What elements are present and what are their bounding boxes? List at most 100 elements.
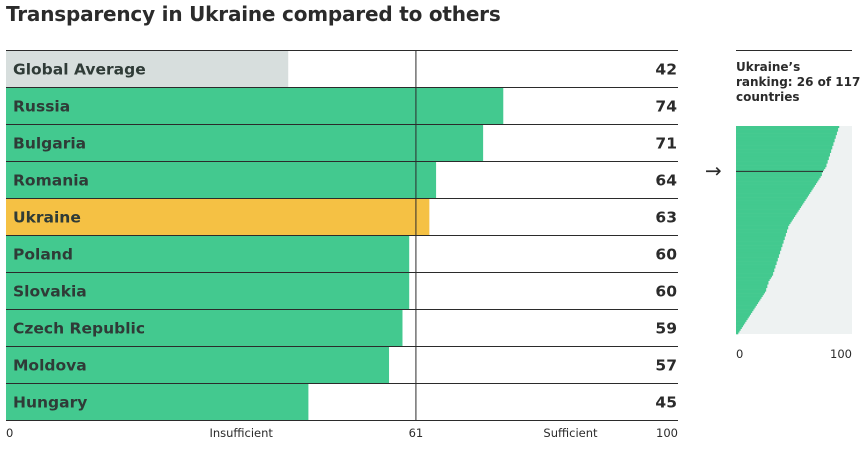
ranking-bar (736, 262, 777, 265)
ranking-bar (736, 243, 783, 246)
ranking-bar (736, 190, 812, 193)
x-tick-insufficient: Insufficient (209, 426, 273, 440)
ranking-bar (736, 252, 781, 255)
ranking-bar (736, 198, 806, 201)
ranking-bar (736, 161, 828, 164)
ranking-bar (736, 236, 785, 239)
ranking-bar (736, 234, 786, 237)
ranking-bar (736, 223, 790, 226)
bar-label-hungary: Hungary (13, 394, 87, 412)
ranking-bar (736, 204, 803, 207)
ranking-bar (736, 230, 788, 233)
bar-label-moldova: Moldova (13, 357, 87, 375)
ranking-bar (736, 332, 739, 335)
ranking-bar (736, 239, 784, 242)
bar-russia (6, 88, 504, 124)
ranking-bar (736, 307, 755, 310)
bar-czech-republic (6, 310, 403, 346)
ranking-bar (736, 270, 775, 273)
ranking-bar (736, 232, 786, 235)
ranking-bar (736, 209, 799, 212)
ranking-bar (736, 323, 745, 326)
ranking-bar (736, 133, 837, 136)
ranking-bar (736, 250, 781, 253)
bar-label-poland: Poland (13, 246, 73, 264)
ranking-bar (736, 300, 760, 303)
x-tick-sufficient: Sufficient (543, 426, 598, 440)
ranking-bar (736, 246, 782, 249)
ranking-bar (736, 165, 827, 168)
bar-label-russia: Russia (13, 98, 70, 116)
ranking-bar (736, 328, 741, 331)
ranking-bar (736, 179, 819, 182)
ranking-bar (736, 127, 839, 130)
ranking-bar (736, 225, 789, 228)
ranking-bar (736, 282, 769, 285)
ranking-bar (736, 287, 767, 290)
bar-value-ukraine: 63 (655, 209, 677, 227)
ranking-bar (736, 255, 779, 258)
ranking-bar (736, 206, 801, 209)
ranking-bar (736, 182, 817, 185)
ranking-bar (736, 154, 830, 157)
ranking-bar (736, 211, 798, 214)
ranking-bar (736, 143, 834, 146)
ranking-bar (736, 264, 776, 267)
ranking-bar (736, 218, 793, 221)
ranking-bar (736, 241, 784, 244)
ranking-bar (736, 314, 750, 317)
ranking-bar (736, 291, 765, 294)
bar-label-ukraine: Ukraine (13, 209, 81, 227)
bar-value-slovakia: 60 (655, 283, 677, 301)
ranking-bar (736, 136, 836, 139)
ranking-bar (736, 142, 834, 145)
ranking-bar (736, 330, 740, 333)
ranking-bar (736, 222, 791, 225)
right-arrow-icon: → (705, 158, 722, 182)
ranking-bar (736, 181, 818, 184)
ranking-bar (736, 150, 832, 153)
bar-value-romania: 64 (655, 172, 677, 190)
ranking-bar (736, 168, 825, 171)
ranking-bar (736, 271, 774, 274)
ranking-bar (736, 310, 753, 313)
ranking-bar (736, 195, 808, 198)
ranking-bar (736, 163, 827, 166)
ranking-bar (736, 319, 747, 322)
ranking-bar (736, 248, 782, 251)
bar-value-russia: 74 (655, 98, 677, 116)
x-tick-61: 61 (409, 426, 424, 440)
ranking-bar (736, 275, 772, 278)
ranking-bar (736, 126, 840, 129)
ranking-bar (736, 259, 778, 262)
ranking-bar (736, 257, 778, 260)
ranking-bar (736, 188, 813, 191)
ranking-bar (736, 318, 748, 321)
bar-value-hungary: 45 (655, 394, 677, 412)
ranking-bar (736, 202, 804, 205)
bar-slovakia (6, 273, 410, 309)
ranking-bar (736, 280, 769, 283)
ranking-bar (736, 273, 774, 276)
ranking-bar (736, 158, 829, 161)
ranking-bar (736, 138, 835, 141)
ranking-bar (736, 296, 762, 299)
ranking-bar (736, 197, 807, 200)
ranking-bar (736, 145, 833, 148)
ranking-bar (736, 152, 830, 155)
ranking-bar (736, 266, 776, 269)
bar-hungary (6, 384, 309, 420)
ranking-bar (736, 129, 839, 132)
ranking-tick-0: 0 (736, 347, 743, 361)
ranking-bar (736, 245, 783, 248)
bar-global-average (6, 51, 289, 87)
ranking-bar (736, 238, 785, 241)
ranking-bar (736, 289, 767, 292)
ranking-bar (736, 229, 788, 232)
ranking-bar (736, 214, 796, 217)
ranking-bar (736, 175, 821, 178)
ranking-bar (736, 284, 768, 287)
bar-ukraine (6, 199, 430, 235)
